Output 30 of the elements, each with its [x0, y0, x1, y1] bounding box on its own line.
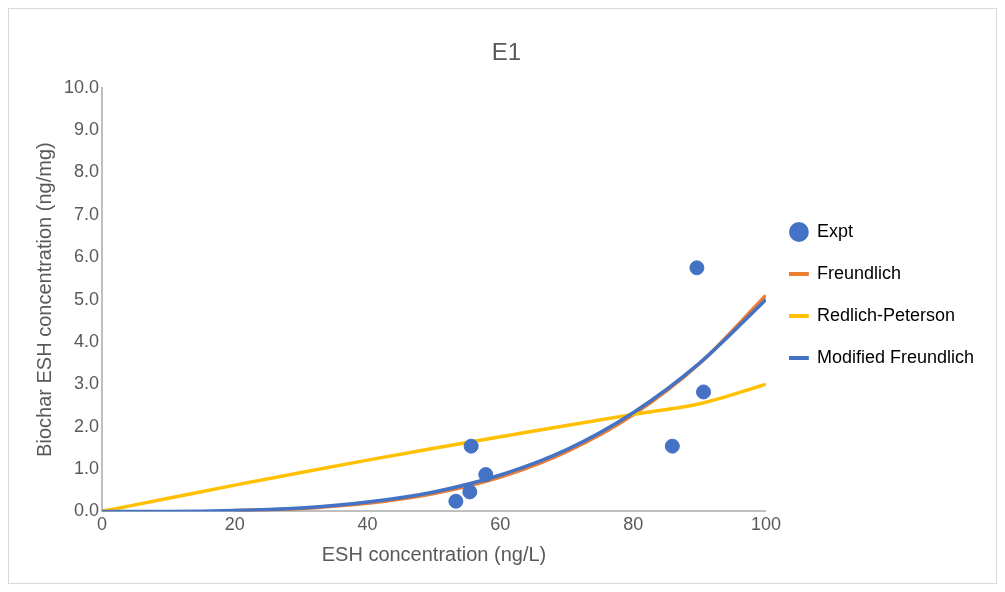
y-tick-label: 10.0	[63, 76, 100, 97]
legend-label: Modified Freundlich	[816, 346, 974, 367]
x-tick-label: 80	[623, 514, 644, 535]
y-tick-label: 5.0	[74, 288, 100, 309]
point	[448, 493, 464, 509]
x-tick-label: 40	[357, 514, 378, 535]
point	[463, 438, 479, 454]
y-tick-label: 8.0	[74, 161, 100, 182]
y-tick-label: 9.0	[74, 119, 100, 140]
y-tick-label: 1.0	[74, 458, 100, 479]
legend-label: Freundlich	[816, 262, 901, 283]
point	[462, 484, 478, 500]
legend-label: Redlich-Peterson	[816, 304, 955, 325]
y-tick-label: 6.0	[74, 246, 100, 267]
x-tick-label: 20	[224, 514, 245, 535]
y-tick-label: 3.0	[74, 373, 100, 394]
y-tick-label: 7.0	[74, 203, 100, 224]
x-tick-label: 60	[490, 514, 511, 535]
legend-label: Expt	[816, 220, 853, 241]
x-tick-label: 0	[97, 514, 108, 535]
y-axis-title: Biochar ESH concentration (ng/mg)	[32, 142, 55, 457]
chart-title: E1	[491, 38, 522, 66]
point	[689, 260, 705, 276]
x-axis-title: ESH concentration (ng/L)	[321, 542, 547, 565]
y-tick-label: 4.0	[74, 330, 100, 351]
point	[696, 384, 712, 400]
y-tick-label: 2.0	[74, 415, 100, 436]
x-tick-label: 100	[750, 514, 781, 535]
point	[478, 467, 494, 483]
point	[664, 438, 680, 454]
